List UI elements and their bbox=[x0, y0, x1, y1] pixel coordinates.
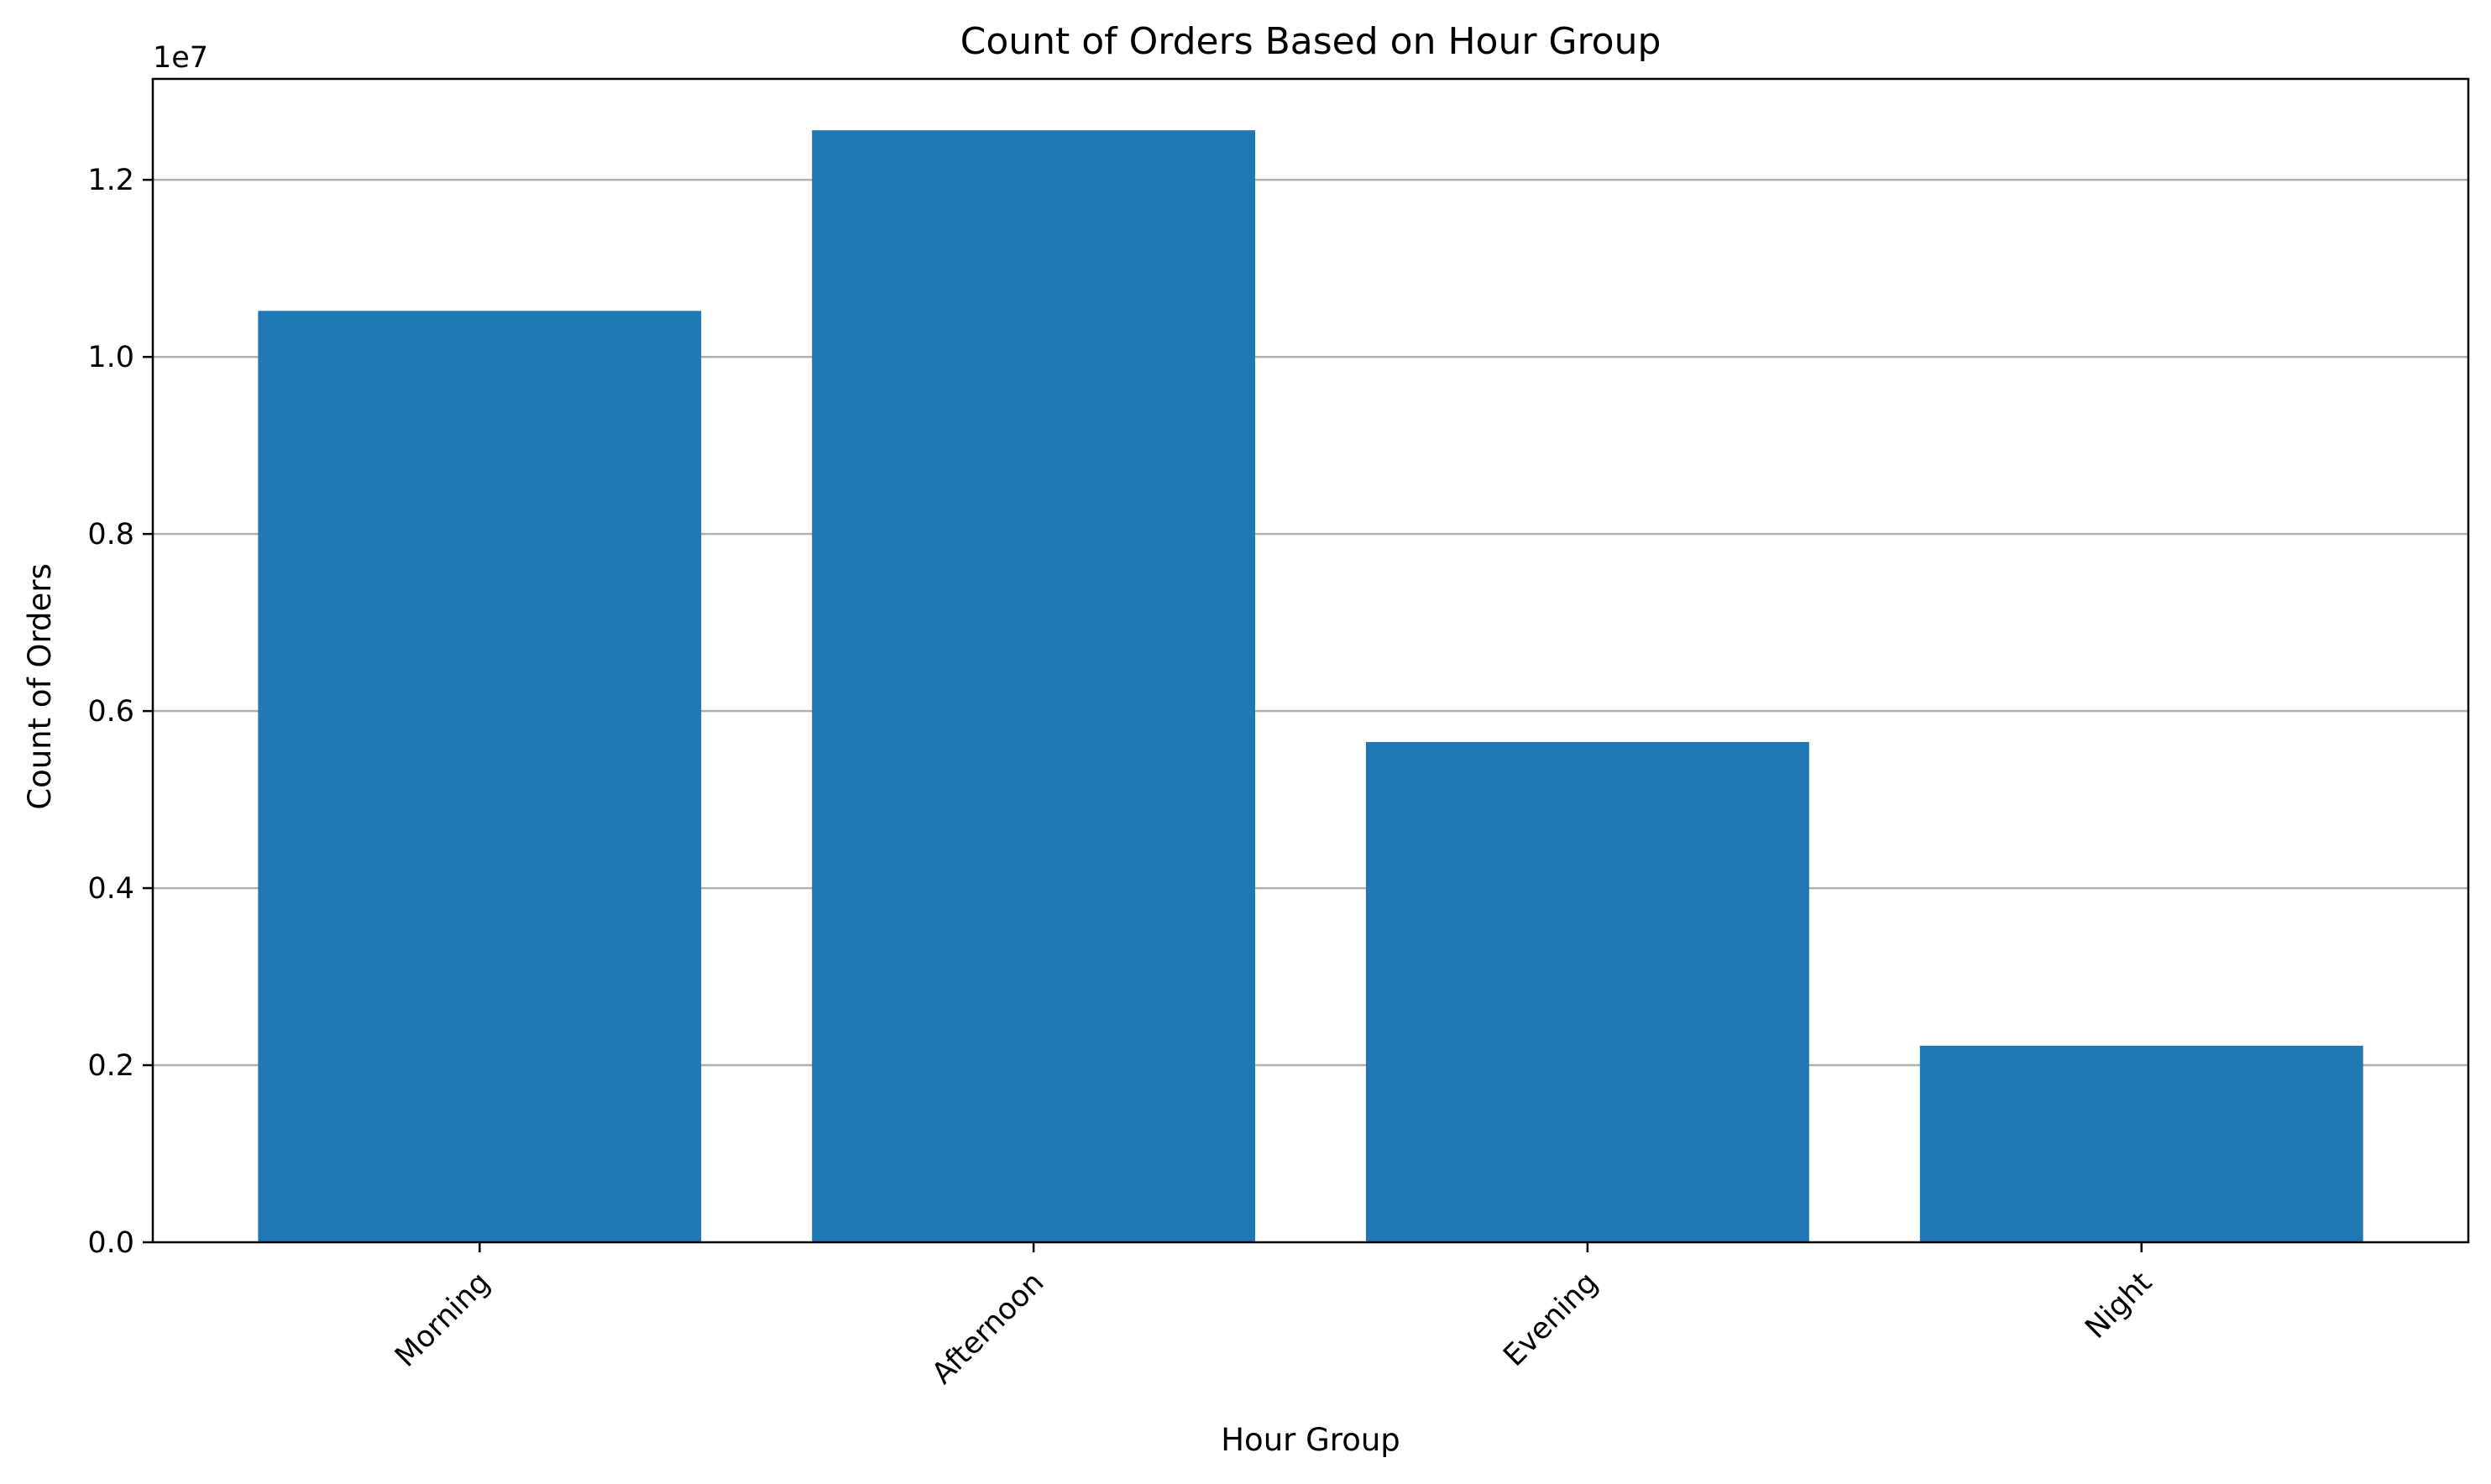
x-tick-label-afternoon: Afternoon bbox=[926, 1266, 1051, 1391]
x-axis: Morning Afternoon Evening Night bbox=[389, 1242, 2159, 1391]
bar-morning bbox=[258, 311, 702, 1242]
y-tick-label: 0.4 bbox=[87, 872, 134, 906]
y-tick-label: 0.8 bbox=[87, 518, 134, 551]
y-tick-label: 1.0 bbox=[87, 341, 134, 374]
plot-frame bbox=[151, 77, 2470, 1244]
chart-title: Count of Orders Based on Hour Group bbox=[960, 20, 1662, 63]
x-tick-label-morning: Morning bbox=[389, 1266, 496, 1373]
y-axis: 0.0 0.2 0.4 0.6 0.8 1.0 1.2 bbox=[87, 164, 153, 1260]
x-tick-label-evening: Evening bbox=[1498, 1266, 1605, 1373]
y-tick-label: 1.2 bbox=[87, 164, 134, 197]
x-tick-label-night: Night bbox=[2079, 1266, 2159, 1346]
y-tick-label: 0.6 bbox=[87, 695, 134, 729]
y-axis-label: Count of Orders bbox=[22, 563, 58, 810]
x-axis-label: Hour Group bbox=[1221, 1422, 1400, 1458]
y-tick-label: 0.0 bbox=[87, 1226, 134, 1260]
bars bbox=[258, 130, 2363, 1242]
y-axis-offset-label: 1e7 bbox=[153, 41, 208, 75]
bar-afternoon bbox=[812, 130, 1256, 1242]
bar-night bbox=[1919, 1045, 2363, 1242]
y-tick-label: 0.2 bbox=[87, 1049, 134, 1083]
bar-evening bbox=[1365, 742, 1809, 1242]
